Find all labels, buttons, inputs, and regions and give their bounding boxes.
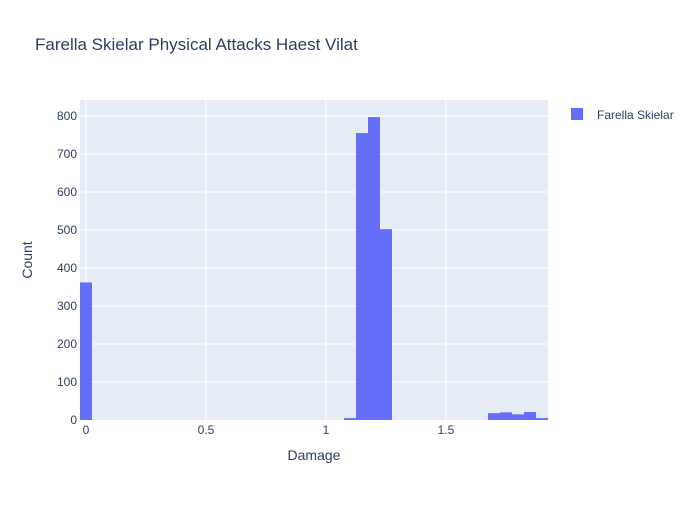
histogram-bar[interactable]: [356, 133, 368, 420]
histogram-bar[interactable]: [500, 412, 512, 420]
histogram-bar[interactable]: [536, 418, 548, 420]
plot-area: [80, 100, 548, 420]
y-tick-label: 500: [57, 223, 77, 237]
y-tick-label: 300: [57, 299, 77, 313]
y-axis-ticks: 0 100 200 300 400 500 600 700 800: [57, 109, 77, 427]
legend-swatch-farella-skielar[interactable]: [571, 108, 583, 120]
y-tick-label: 400: [57, 261, 77, 275]
histogram-bar[interactable]: [512, 414, 524, 420]
histogram-bar[interactable]: [524, 412, 536, 420]
legend[interactable]: Farella Skielar: [571, 108, 674, 122]
legend-label-farella-skielar[interactable]: Farella Skielar: [597, 108, 674, 122]
histogram-bar[interactable]: [380, 229, 392, 420]
x-tick-label: 0.5: [198, 423, 215, 437]
y-tick-label: 600: [57, 185, 77, 199]
chart-title: Farella Skielar Physical Attacks Haest V…: [35, 35, 358, 54]
y-tick-label: 100: [57, 375, 77, 389]
histogram-bar[interactable]: [488, 413, 500, 420]
histogram-bar[interactable]: [80, 282, 92, 420]
x-axis-ticks: 0 0.5 1 1.5: [83, 423, 455, 437]
x-tick-label: 1.5: [438, 423, 455, 437]
y-tick-label: 0: [70, 413, 77, 427]
histogram-bars: [80, 117, 548, 420]
y-axis-label: Count: [19, 241, 35, 278]
x-axis-label: Damage: [288, 447, 341, 463]
y-tick-label: 800: [57, 109, 77, 123]
histogram-bar[interactable]: [344, 418, 356, 420]
y-tick-label: 200: [57, 337, 77, 351]
x-tick-label: 0: [83, 423, 90, 437]
x-tick-label: 1: [323, 423, 330, 437]
y-tick-label: 700: [57, 147, 77, 161]
grid-lines: [80, 100, 548, 420]
histogram-bar[interactable]: [368, 117, 380, 420]
